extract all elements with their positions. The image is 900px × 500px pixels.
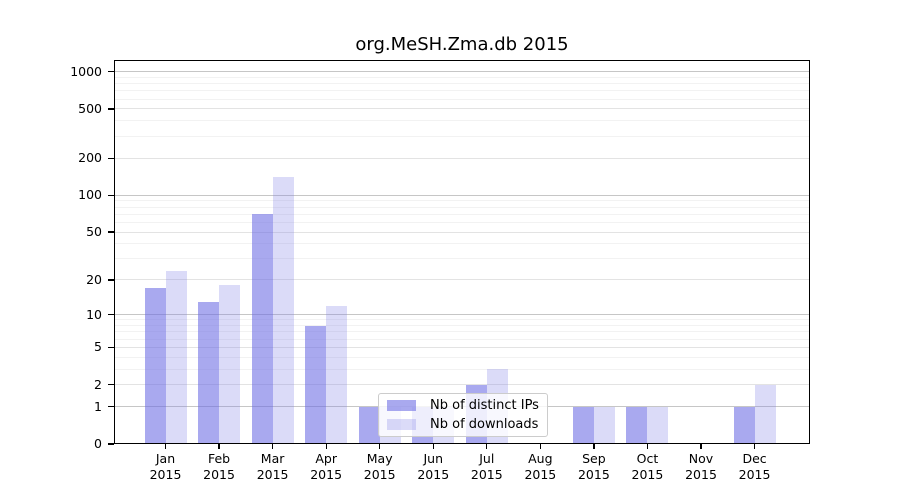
gridline-y-2 [114,384,810,386]
legend-swatch-downloads [387,418,416,430]
x-tick-label-sep: Sep 2015 [577,451,610,482]
gridline-y-8 [114,325,810,327]
plot-area [114,60,810,444]
x-tick-label-jul: Jul 2015 [470,451,503,482]
bar-jan-distinct-ips [144,288,166,444]
y-tick-label-1: 1 [94,398,102,414]
x-tick-mar [272,444,274,449]
gridline-y-9 [114,319,810,321]
gridline-y-100 [114,194,810,196]
bar-oct-downloads [647,406,669,444]
gridline-y-300 [114,135,810,137]
y-tick-label-1000: 1000 [70,63,102,79]
x-tick-label-jan: Jan 2015 [149,451,182,482]
x-tick-label-nov: Nov 2015 [685,451,717,482]
x-tick-label-mar: Mar 2015 [256,451,289,482]
y-tick-label-0: 0 [94,436,102,451]
y-tick-label-100: 100 [78,187,102,203]
gridline-y-800 [114,83,810,85]
gridline-y-80 [114,206,810,208]
legend-swatch-distinct-ips [387,400,416,412]
x-tick-label-dec: Dec 2015 [738,451,771,482]
y-tick-500 [108,108,114,110]
x-tick-dec [753,444,756,449]
x-tick-jun [432,444,434,449]
y-tick-100 [108,194,114,196]
gridline-y-7 [114,331,810,333]
gridline-y-600 [114,98,810,100]
bar-may-distinct-ips [358,406,380,444]
x-tick-jul [486,444,488,449]
gridline-y-700 [114,90,810,92]
bar-oct-distinct-ips [626,406,648,444]
y-tick-0 [108,443,114,445]
y-tick-label-2: 2 [94,376,102,392]
gridline-y-60 [114,221,810,223]
y-tick-1000 [108,70,114,73]
x-tick-nov [700,444,702,449]
y-tick-label-20: 20 [86,271,102,287]
x-tick-jan [164,444,167,449]
legend: Nb of distinct IPs Nb of downloads [378,393,548,437]
x-tick-feb [218,444,220,449]
bar-dec-distinct-ips [733,406,755,444]
x-tick-may [379,444,381,449]
x-tick-aug [539,444,542,449]
chart-title: org.MeSH.Zma.db 2015 [355,34,569,55]
x-tick-apr [325,444,327,449]
legend-entry-distinct-ips: Nb of distinct IPs [387,398,539,414]
y-tick-10 [108,314,114,316]
legend-label-downloads: Nb of downloads [430,416,539,432]
y-tick-20 [108,279,114,281]
gridline-y-20 [114,279,810,281]
bar-apr-downloads [326,305,348,444]
y-tick-label-5: 5 [94,339,102,355]
y-tick-label-50: 50 [86,224,102,240]
bar-jan-downloads [165,270,187,444]
gridline-y-400 [114,120,810,122]
gridline-y-500 [114,108,810,110]
gridline-y-1000 [114,71,810,73]
y-tick-1 [108,406,114,408]
gridline-y-5 [114,346,810,348]
legend-entry-downloads: Nb of downloads [387,417,539,433]
y-tick-50 [108,231,114,233]
gridline-y-10 [114,314,810,316]
gridline-y-30 [114,258,810,260]
x-tick-label-feb: Feb 2015 [203,451,235,482]
bar-mar-downloads [272,177,294,444]
y-tick-label-500: 500 [78,100,102,116]
gridline-y-40 [114,243,810,245]
gridline-y-4 [114,356,810,358]
x-tick-label-may: May 2015 [363,451,396,482]
bar-mar-distinct-ips [251,214,273,444]
y-tick-200 [108,157,114,159]
x-tick-oct [646,444,649,449]
bar-dec-downloads [754,384,776,444]
x-tick-label-aug: Aug 2015 [524,451,557,482]
x-tick-label-apr: Apr 2015 [310,451,343,482]
gridline-y-900 [114,76,810,78]
bar-feb-distinct-ips [198,301,220,444]
x-tick-label-oct: Oct 2015 [631,451,664,482]
bar-apr-distinct-ips [305,325,327,444]
gridline-y-200 [114,157,810,159]
legend-label-distinct-ips: Nb of distinct IPs [430,398,539,414]
gridline-y-90 [114,200,810,202]
x-tick-label-jun: Jun 2015 [417,451,450,482]
x-tick-sep [593,444,595,449]
gridline-y-70 [114,213,810,215]
gridline-y-3 [114,368,810,370]
y-tick-label-10: 10 [86,306,102,322]
bar-feb-downloads [219,285,241,444]
bar-sep-distinct-ips [572,406,594,444]
gridline-y-50 [114,231,810,233]
y-tick-5 [108,346,114,349]
y-tick-label-200: 200 [78,150,102,166]
y-tick-2 [108,384,114,386]
gridline-y-6 [114,338,810,340]
bar-sep-downloads [593,406,615,444]
